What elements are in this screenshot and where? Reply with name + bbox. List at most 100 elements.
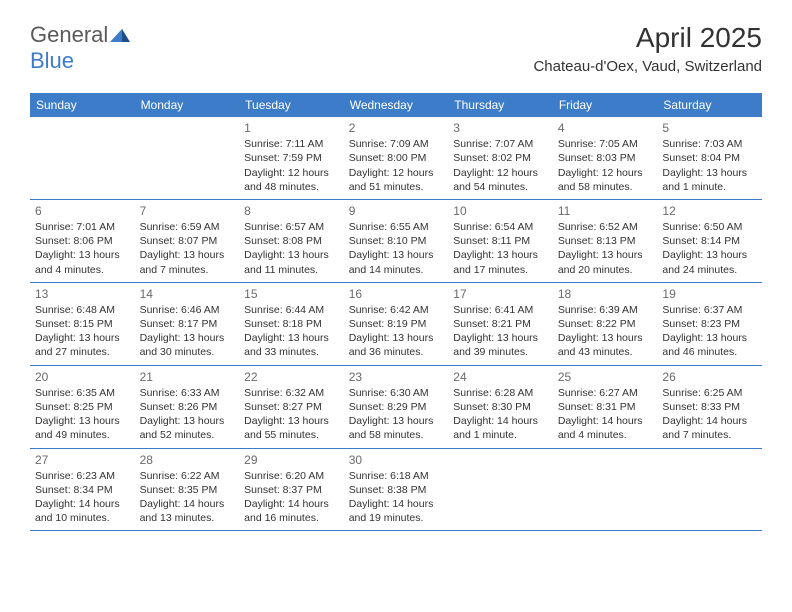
sunrise-line: Sunrise: 6:50 AM bbox=[662, 220, 757, 234]
sunrise-line: Sunrise: 6:30 AM bbox=[349, 386, 444, 400]
sunset-line: Sunset: 8:13 PM bbox=[558, 234, 653, 248]
day-number: 30 bbox=[349, 452, 444, 468]
dow-cell: Monday bbox=[135, 93, 240, 117]
sunrise-line: Sunrise: 6:42 AM bbox=[349, 303, 444, 317]
sunset-line: Sunset: 8:21 PM bbox=[453, 317, 548, 331]
day-cell: 8Sunrise: 6:57 AMSunset: 8:08 PMDaylight… bbox=[239, 200, 344, 282]
sunrise-line: Sunrise: 6:32 AM bbox=[244, 386, 339, 400]
sunrise-line: Sunrise: 6:55 AM bbox=[349, 220, 444, 234]
sunset-line: Sunset: 8:18 PM bbox=[244, 317, 339, 331]
sunset-line: Sunset: 8:04 PM bbox=[662, 151, 757, 165]
daylight-line: Daylight: 13 hours and 36 minutes. bbox=[349, 331, 444, 359]
daylight-line: Daylight: 14 hours and 4 minutes. bbox=[558, 414, 653, 442]
sunrise-line: Sunrise: 7:05 AM bbox=[558, 137, 653, 151]
week-row: 6Sunrise: 7:01 AMSunset: 8:06 PM Daylight… bbox=[30, 200, 762, 283]
sunset-line: Sunset: 8:06 PM bbox=[35, 234, 130, 248]
daylight-line: Daylight: 13 hours and 58 minutes. bbox=[349, 414, 444, 442]
daylight-line: Daylight: 12 hours and 48 minutes. bbox=[244, 166, 339, 194]
day-cell: 1Sunrise: 7:11 AMSunset: 7:59 PMDaylight… bbox=[239, 117, 344, 199]
day-number: 16 bbox=[349, 286, 444, 302]
sunset-line: Sunset: 8:38 PM bbox=[349, 483, 444, 497]
sunset-line: Sunset: 8:00 PM bbox=[349, 151, 444, 165]
sunrise-line: Sunrise: 6:35 AM bbox=[35, 386, 130, 400]
dow-cell: Thursday bbox=[448, 93, 553, 117]
day-number: 29 bbox=[244, 452, 339, 468]
daylight-line: Daylight: 13 hours and 24 minutes. bbox=[662, 248, 757, 276]
day-number: 19 bbox=[662, 286, 757, 302]
daylight-line: Daylight: 13 hours and 39 minutes. bbox=[453, 331, 548, 359]
daylight-line: Daylight: 13 hours and 17 minutes. bbox=[453, 248, 548, 276]
sunrise-line: Sunrise: 6:27 AM bbox=[558, 386, 653, 400]
sunrise-line: Sunrise: 6:37 AM bbox=[662, 303, 757, 317]
calendar: SundayMondayTuesdayWednesdayThursdayFrid… bbox=[30, 93, 762, 531]
day-number: 5 bbox=[662, 120, 757, 136]
day-cell: 2Sunrise: 7:09 AMSunset: 8:00 PMDaylight… bbox=[344, 117, 449, 199]
day-number: 15 bbox=[244, 286, 339, 302]
sunset-line: Sunset: 7:59 PM bbox=[244, 151, 339, 165]
daylight-line: Daylight: 13 hours and 30 minutes. bbox=[140, 331, 235, 359]
title-block: April 2025 Chateau-d'Oex, Vaud, Switzerl… bbox=[533, 22, 762, 75]
month-title: April 2025 bbox=[533, 22, 762, 54]
day-cell: 19Sunrise: 6:37 AMSunset: 8:23 PMDayligh… bbox=[657, 283, 762, 365]
day-number: 13 bbox=[35, 286, 130, 302]
sunrise-line: Sunrise: 7:03 AM bbox=[662, 137, 757, 151]
day-number: 6 bbox=[35, 203, 130, 219]
location: Chateau-d'Oex, Vaud, Switzerland bbox=[533, 58, 762, 75]
day-number: 26 bbox=[662, 369, 757, 385]
dow-cell: Saturday bbox=[657, 93, 762, 117]
day-cell: 25Sunrise: 6:27 AMSunset: 8:31 PMDayligh… bbox=[553, 366, 658, 448]
day-number: 25 bbox=[558, 369, 653, 385]
sunset-line: Sunset: 8:08 PM bbox=[244, 234, 339, 248]
day-number: 7 bbox=[140, 203, 235, 219]
sunrise-line: Sunrise: 7:01 AM bbox=[35, 220, 130, 234]
dow-cell: Tuesday bbox=[239, 93, 344, 117]
sunset-line: Sunset: 8:17 PM bbox=[140, 317, 235, 331]
day-cell-empty bbox=[657, 449, 762, 531]
dow-cell: Friday bbox=[553, 93, 658, 117]
day-number: 2 bbox=[349, 120, 444, 136]
day-number: 28 bbox=[140, 452, 235, 468]
sunset-line: Sunset: 8:37 PM bbox=[244, 483, 339, 497]
day-cell-empty bbox=[553, 449, 658, 531]
day-number: 9 bbox=[349, 203, 444, 219]
dow-cell: Wednesday bbox=[344, 93, 449, 117]
day-number: 11 bbox=[558, 203, 653, 219]
sunrise-line: Sunrise: 6:20 AM bbox=[244, 469, 339, 483]
sunrise-line: Sunrise: 6:28 AM bbox=[453, 386, 548, 400]
week-row: 27Sunrise: 6:23 AMSunset: 8:34 PMDayligh… bbox=[30, 449, 762, 532]
day-number: 8 bbox=[244, 203, 339, 219]
daylight-line: Daylight: 14 hours and 19 minutes. bbox=[349, 497, 444, 525]
sunset-line: Sunset: 8:02 PM bbox=[453, 151, 548, 165]
day-cell-empty bbox=[448, 449, 553, 531]
sunrise-line: Sunrise: 6:25 AM bbox=[662, 386, 757, 400]
day-cell: 29Sunrise: 6:20 AMSunset: 8:37 PMDayligh… bbox=[239, 449, 344, 531]
header: General April 2025 Chateau-d'Oex, Vaud, … bbox=[0, 0, 792, 85]
daylight-line: Daylight: 12 hours and 54 minutes. bbox=[453, 166, 548, 194]
day-cell: 20Sunrise: 6:35 AMSunset: 8:25 PMDayligh… bbox=[30, 366, 135, 448]
day-cell: 14Sunrise: 6:46 AMSunset: 8:17 PMDayligh… bbox=[135, 283, 240, 365]
day-number: 10 bbox=[453, 203, 548, 219]
sunrise-line: Sunrise: 6:48 AM bbox=[35, 303, 130, 317]
week-row: 1Sunrise: 7:11 AMSunset: 7:59 PMDaylight… bbox=[30, 117, 762, 200]
sunset-line: Sunset: 8:19 PM bbox=[349, 317, 444, 331]
daylight-line: Daylight: 13 hours and 43 minutes. bbox=[558, 331, 653, 359]
sunrise-line: Sunrise: 6:57 AM bbox=[244, 220, 339, 234]
day-cell: 26Sunrise: 6:25 AMSunset: 8:33 PMDayligh… bbox=[657, 366, 762, 448]
week-row: 20Sunrise: 6:35 AMSunset: 8:25 PMDayligh… bbox=[30, 366, 762, 449]
dow-cell: Sunday bbox=[30, 93, 135, 117]
day-number: 4 bbox=[558, 120, 653, 136]
day-cell-empty bbox=[135, 117, 240, 199]
sunrise-line: Sunrise: 6:18 AM bbox=[349, 469, 444, 483]
day-cell: 16Sunrise: 6:42 AMSunset: 8:19 PMDayligh… bbox=[344, 283, 449, 365]
daylight-line: Daylight: 14 hours and 1 minute. bbox=[453, 414, 548, 442]
sunrise-line: Sunrise: 6:39 AM bbox=[558, 303, 653, 317]
daylight-line: Daylight: 13 hours and 20 minutes. bbox=[558, 248, 653, 276]
sunrise-line: Sunrise: 6:46 AM bbox=[140, 303, 235, 317]
sunset-line: Sunset: 8:22 PM bbox=[558, 317, 653, 331]
day-cell-empty bbox=[30, 117, 135, 199]
sunrise-line: Sunrise: 6:59 AM bbox=[140, 220, 235, 234]
sunset-line: Sunset: 8:35 PM bbox=[140, 483, 235, 497]
sunrise-line: Sunrise: 6:23 AM bbox=[35, 469, 130, 483]
sunrise-line: Sunrise: 6:44 AM bbox=[244, 303, 339, 317]
day-cell: 9Sunrise: 6:55 AMSunset: 8:10 PMDaylight… bbox=[344, 200, 449, 282]
